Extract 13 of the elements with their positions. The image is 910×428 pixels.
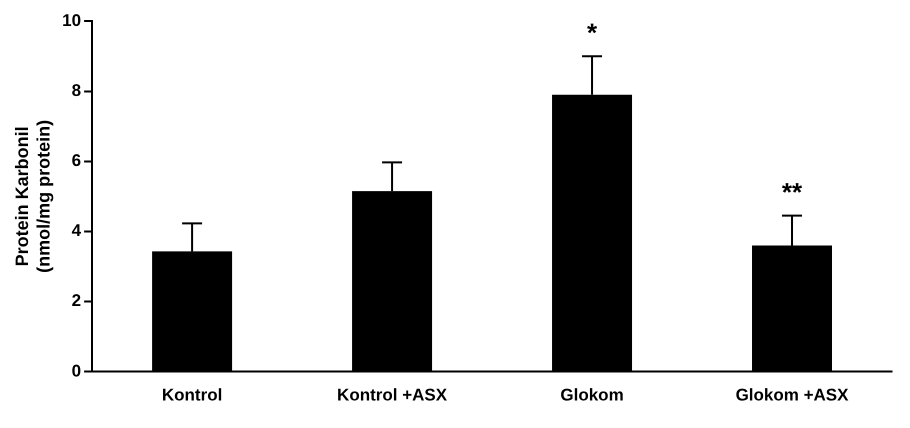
annotation: * [586,17,598,48]
y-axis-title: Protein Karbonil (nmol/mg protein) [12,120,54,273]
y-tick-label: 10 [62,10,82,30]
y-tick-label: 2 [72,291,82,310]
annotation: ** [782,176,804,207]
x-tick-label: Glokom +ASX [736,385,850,404]
y-tick-label: 0 [72,361,82,380]
x-tick-label: Kontrol [162,385,222,404]
y-tick-label: 6 [72,151,82,170]
y-tick-label: 4 [72,221,82,240]
y-tick-label: 8 [72,80,82,100]
x-tick-label: Glokom [560,385,624,404]
x-tick-label: Kontrol +ASX [337,385,448,404]
